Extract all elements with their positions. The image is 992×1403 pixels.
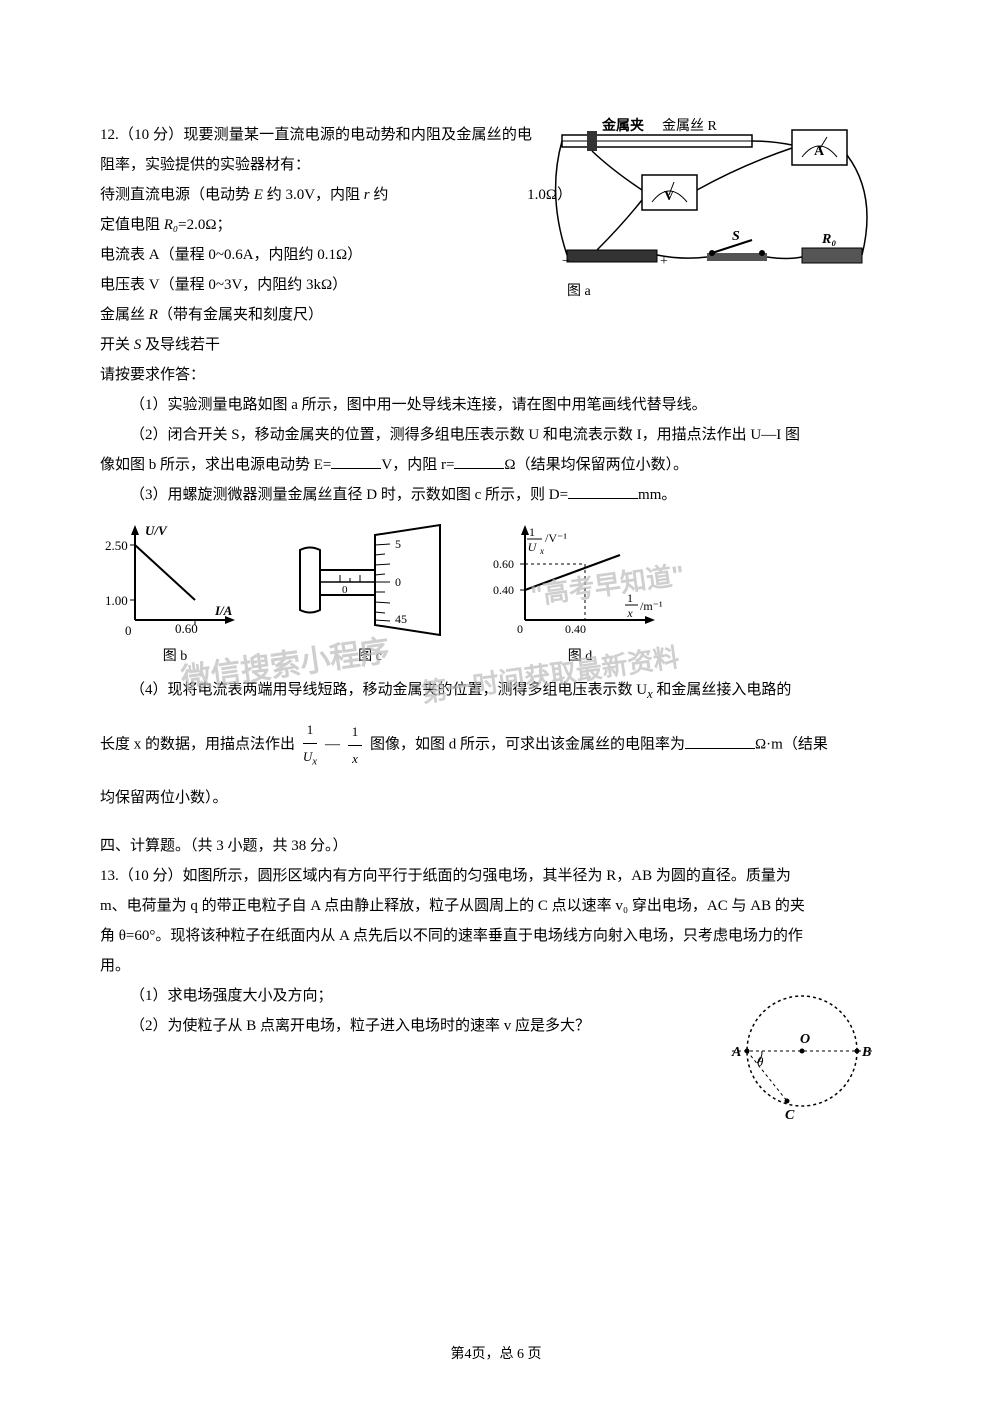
svg-text:图 a: 图 a [567, 284, 591, 299]
svg-text:0: 0 [395, 575, 401, 589]
circuit-svg: 金属夹 金属丝 R A V − + S R₀ [542, 115, 892, 305]
svg-text:1: 1 [529, 525, 535, 539]
q12-sub3: （3）用螺旋测微器测量金属丝直径 D 时，示数如图 c 所示，则 D=mm。 [100, 480, 892, 510]
q13-line3: 角 θ=60°。现将该种粒子在纸面内从 A 点先后以不同的速率垂直于电场线方向射… [100, 921, 892, 951]
svg-text:0.60: 0.60 [493, 557, 514, 571]
fig-d-label: 图 d [490, 645, 670, 665]
svg-text:/m⁻¹: /m⁻¹ [640, 599, 663, 613]
svg-text:x: x [539, 546, 544, 556]
q13-header: 13.（10 分）如图所示，圆形区域内有方向平行于纸面的匀强电场，其半径为 R，… [100, 861, 892, 891]
svg-text:B: B [861, 1045, 871, 1060]
blank-r[interactable] [454, 451, 504, 469]
fig-c: 0 5 0 45 图 c [290, 520, 450, 665]
q12-sub2a: （2）闭合开关 S，移动金属夹的位置，测得多组电压表示数 U 和电流表示数 I，… [100, 420, 892, 450]
svg-text:C: C [785, 1108, 795, 1123]
svg-text:/V⁻¹: /V⁻¹ [545, 531, 567, 545]
circle-diagram: A B O C θ [712, 981, 892, 1136]
fig-c-label: 图 c [290, 645, 450, 665]
svg-text:0: 0 [342, 584, 348, 596]
circuit-diagram: 金属夹 金属丝 R A V − + S R₀ [542, 115, 892, 310]
fig-b: U/V I/A 2.50 1.00 0.60 0 图 b [100, 520, 250, 665]
svg-text:V: V [664, 189, 674, 204]
svg-text:A: A [814, 144, 825, 159]
blank-d[interactable] [568, 481, 638, 499]
q13-line2: m、电荷量为 q 的带正电粒子自 A 点由静止释放，粒子从圆周上的 C 点以速率… [100, 891, 892, 921]
figure-row: U/V I/A 2.50 1.00 0.60 0 图 b 0 [100, 520, 892, 665]
q13-line4: 用。 [100, 951, 892, 981]
blank-rho[interactable] [685, 731, 755, 749]
svg-text:2.50: 2.50 [105, 538, 128, 553]
svg-text:5: 5 [395, 537, 401, 551]
svg-text:O: O [800, 1032, 810, 1047]
q12-sub2b: 像如图 b 所示，求出电源电动势 E=V，内阻 r=Ω（结果均保留两位小数）。 [100, 450, 892, 480]
svg-text:0.40: 0.40 [565, 622, 586, 636]
q12-sub1: （1）实验测量电路如图 a 所示，图中用一处导线未连接，请在图中用笔画线代替导线… [100, 390, 892, 420]
svg-text:U: U [528, 540, 538, 554]
svg-text:I/A: I/A [214, 603, 233, 618]
svg-text:45: 45 [395, 612, 407, 626]
svg-text:S: S [732, 229, 740, 244]
blank-emf[interactable] [331, 451, 381, 469]
svg-text:0: 0 [125, 623, 132, 638]
svg-text:R₀: R₀ [821, 232, 836, 247]
section4-header: 四、计算题。（共 3 小题，共 38 分。） [100, 831, 892, 861]
svg-text:x: x [626, 606, 633, 620]
q12-item6: 开关 S 及导线若干 [100, 330, 892, 360]
svg-text:1: 1 [627, 591, 633, 605]
fig-d: 1 U x /V⁻¹ 1 x /m⁻¹ 0.60 0.40 0.40 0 图 d [490, 520, 670, 665]
q12-header-text: 12.（10 分）现要测量某一直流电源的电动势和内阻及金属丝的电阻率，实验提供的… [100, 127, 532, 173]
q12-sub4a: （4）现将电流表两端用导线短路，移动金属夹的位置，测得多组电压表示数 Ux 和金… [100, 675, 892, 707]
page-footer: 第4页，总 6 页 [0, 1343, 992, 1363]
q12-sub4b: 长度 x 的数据，用描点法作出 1 Ux — 1 x 图像，如图 d 所示，可求… [100, 717, 892, 773]
svg-text:A: A [731, 1045, 741, 1060]
svg-text:0: 0 [517, 622, 523, 636]
q12-item7: 请按要求作答： [100, 360, 892, 390]
svg-text:金属夹: 金属夹 [601, 117, 644, 134]
svg-text:0.60: 0.60 [175, 621, 198, 636]
svg-text:1.00: 1.00 [105, 593, 128, 608]
q12-sub4e: 均保留两位小数）。 [100, 783, 892, 813]
svg-text:U/V: U/V [145, 523, 168, 538]
svg-text:−: − [562, 254, 570, 269]
fig-b-label: 图 b [100, 645, 250, 665]
svg-text:金属丝 R: 金属丝 R [662, 118, 717, 134]
svg-text:0.40: 0.40 [493, 583, 514, 597]
